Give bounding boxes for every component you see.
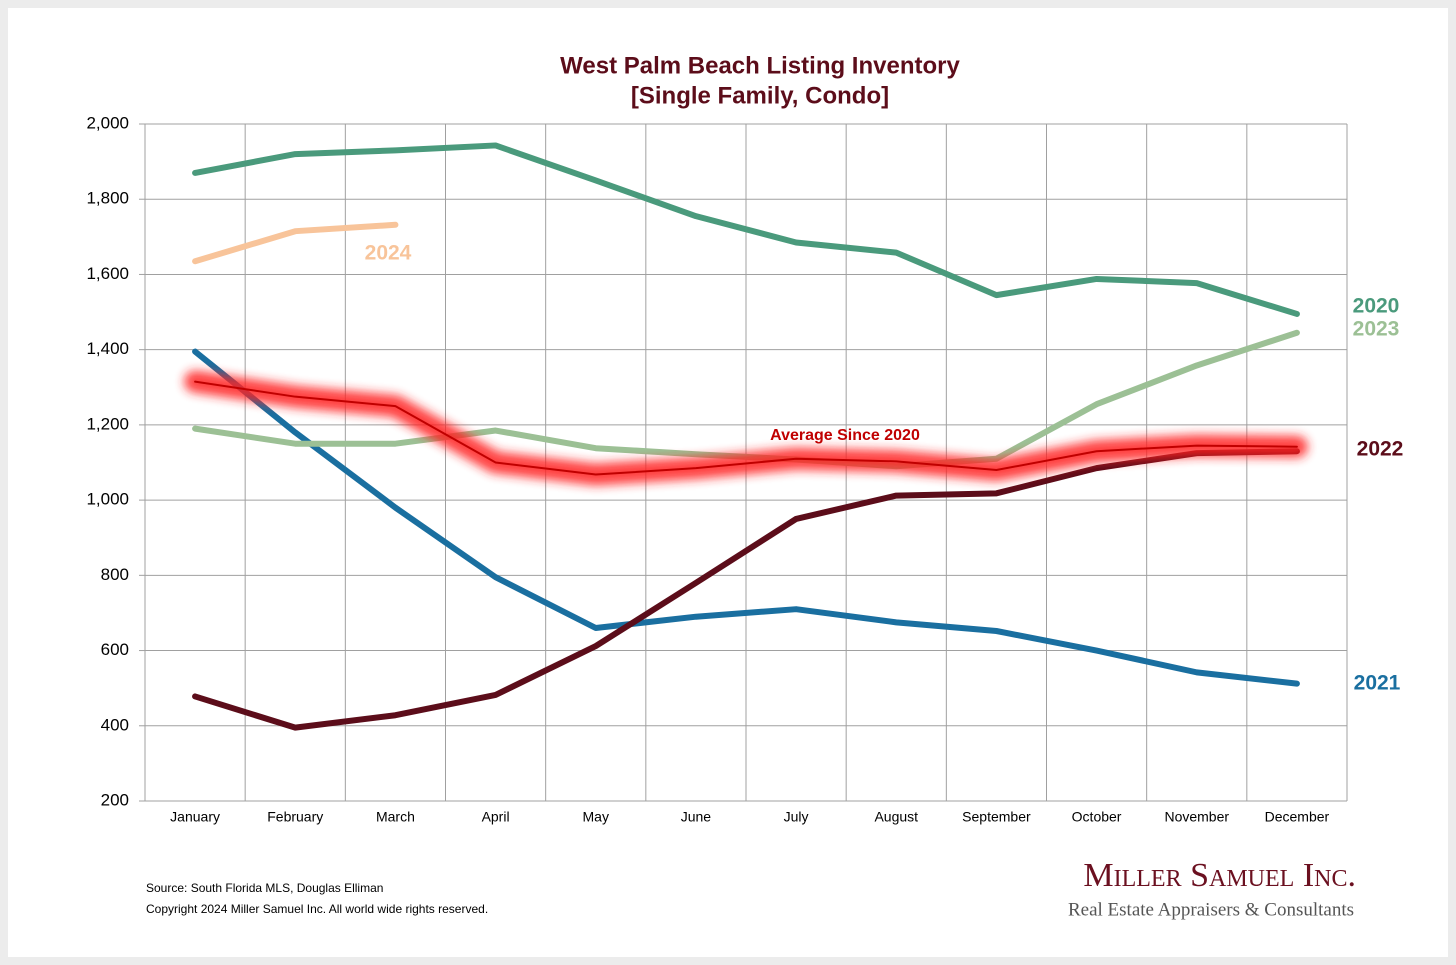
series-label: Average Since 2020: [770, 427, 920, 444]
y-tick-label: 1,000: [86, 490, 129, 509]
brand-name: Miller Samuel Inc.: [1083, 857, 1356, 894]
series-label: 2022: [1357, 438, 1404, 461]
series-label: 2021: [1354, 672, 1401, 695]
source-note: Source: South Florida MLS, Douglas Ellim…: [146, 881, 383, 895]
y-tick-label: 1,200: [86, 414, 129, 433]
x-tick-label: October: [1072, 809, 1122, 825]
y-tick-label: 600: [101, 640, 129, 659]
y-tick-label: 2,000: [86, 113, 129, 132]
series-label: 2023: [1353, 318, 1400, 341]
x-tick-label: August: [874, 809, 918, 825]
x-tick-label: March: [376, 809, 415, 825]
y-tick-label: 200: [101, 790, 129, 809]
series-line: [192, 348, 1300, 687]
x-tick-label: December: [1265, 809, 1330, 825]
y-tick-label: 400: [101, 715, 129, 734]
series-line: [192, 448, 1300, 731]
x-tick-label: November: [1164, 809, 1229, 825]
y-tick-label: 1,800: [86, 189, 129, 208]
plot-area: 200 400 600 800 1,000 1,200 1,400 1,600 1,800 2,0…: [86, 113, 1403, 824]
y-tick-label: 1,400: [86, 339, 129, 358]
x-tick-label: June: [681, 809, 712, 825]
y-tick-label: 1,600: [86, 264, 129, 283]
y-tick-label: 800: [101, 565, 129, 584]
x-tick-label: September: [962, 809, 1031, 825]
series-label: 2020: [1353, 295, 1400, 318]
x-tick-label: May: [583, 809, 609, 825]
brand-tagline: Real Estate Appraisers & Consultants: [1068, 899, 1354, 920]
x-tick-label: January: [170, 809, 220, 825]
series-line: [192, 221, 399, 265]
x-tick-label: April: [482, 809, 510, 825]
chart-subtitle: [Single Family, Condo]: [631, 82, 889, 109]
chart-title: West Palm Beach Listing Inventory: [560, 52, 960, 79]
series-line: [192, 142, 1300, 317]
chart-background: [8, 8, 1448, 957]
series-line: [194, 380, 1298, 476]
copyright-note: Copyright 2024 Miller Samuel Inc. All wo…: [146, 902, 488, 916]
x-tick-label: July: [784, 809, 809, 825]
x-tick-label: February: [267, 809, 323, 825]
series-label: 2024: [365, 242, 412, 265]
